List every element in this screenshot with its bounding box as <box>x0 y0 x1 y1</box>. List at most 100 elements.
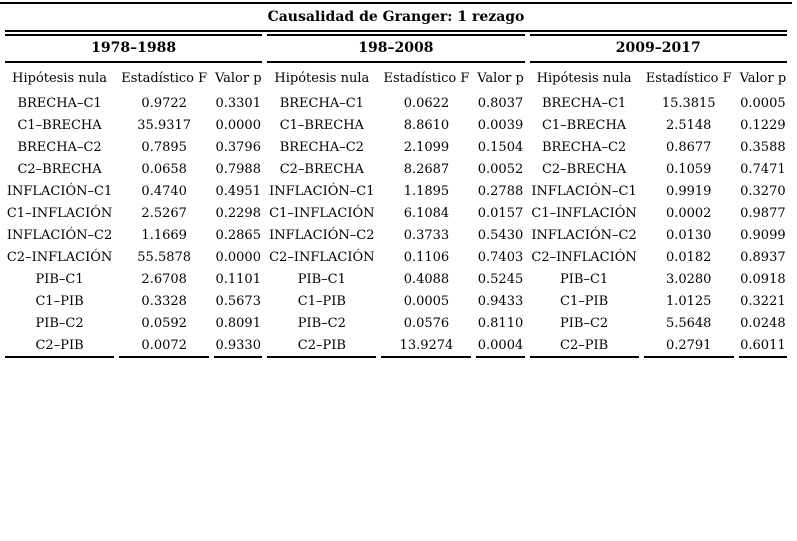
hypothesis-cell: C1–INFLACIÓN <box>531 206 637 221</box>
hypothesis-column-header: Hipótesis nula <box>12 71 107 86</box>
table-row: INFLACIÓN–C2 1.1669 0.2865 INFLACIÓN–C2 0.37… <box>5 226 787 246</box>
p-value-cell: 0.6011 <box>738 336 787 358</box>
f-statistic-cell: 13.9274 <box>381 336 472 358</box>
p-value-cell: 0.9877 <box>740 206 786 221</box>
hypothesis-cell: PIB–C2 <box>560 316 609 331</box>
p-value-cell: 0.1101 <box>215 272 261 287</box>
f-statistic-cell: 8.8610 <box>403 118 450 133</box>
table-row: C2–INFLACIÓN 55.5878 0.0000 C2–INFLACIÓN 0.1… <box>5 248 787 268</box>
column-header-row: Hipótesis nula Estadístico F Valor p Hipóte… <box>5 65 787 92</box>
hypothesis-cell: C2–INFLACIÓN <box>531 250 637 265</box>
hypothesis-column-header: Hipótesis nula <box>274 71 370 86</box>
f-statistic-cell: 0.9919 <box>665 184 712 199</box>
p-value-cell: 0.2865 <box>215 228 261 243</box>
f-statistic-cell: 0.0592 <box>141 316 187 331</box>
p-value-cell: 0.8037 <box>477 96 524 111</box>
p-value-cell: 0.5673 <box>215 294 261 309</box>
table-row: C1–PIB 0.3328 0.5673 C1–PIB 0.0005 0.9433 C1–P… <box>5 292 787 312</box>
p-value-cell: 0.3221 <box>740 294 786 309</box>
hypothesis-cell: BRECHA–C1 <box>541 96 627 111</box>
f-statistic-cell: 0.0002 <box>665 206 712 221</box>
f-statistic-cell: 55.5878 <box>137 250 192 265</box>
hypothesis-cell: INFLACIÓN–C2 <box>6 228 113 243</box>
f-statistic-cell: 0.0072 <box>119 336 210 358</box>
hypothesis-cell: PIB–C1 <box>297 272 346 287</box>
hypothesis-cell: INFLACIÓN–C1 <box>6 184 113 199</box>
hypothesis-cell: PIB–C1 <box>35 272 84 287</box>
f-statistic-cell: 2.5148 <box>665 118 712 133</box>
p-value-cell: 0.7403 <box>477 250 524 265</box>
f-statistic-cell: 1.0125 <box>665 294 712 309</box>
table-title: Causalidad de Granger: 1 rezago <box>5 6 787 32</box>
granger-causality-table: Causalidad de Granger: 1 rezago 1978–198… <box>0 2 792 360</box>
p-value-cell: 0.2298 <box>215 206 261 221</box>
p-value-cell: 0.3796 <box>215 140 261 155</box>
p-value-cell: 0.1504 <box>477 140 524 155</box>
table-row: C2–BRECHA 0.0658 0.7988 C2–BRECHA 8.2687 0.00… <box>5 160 787 180</box>
hypothesis-cell: C2–PIB <box>529 336 639 358</box>
f-statistic-cell: 0.8677 <box>665 140 712 155</box>
f-statistic-cell: 2.5267 <box>141 206 187 221</box>
f-statistic-cell: 0.3733 <box>403 228 450 243</box>
table-row: PIB–C1 2.6708 0.1101 PIB–C1 0.4088 0.5245 PIB–… <box>5 270 787 290</box>
p-value-cell: 0.0157 <box>477 206 524 221</box>
p-value-cell: 0.8110 <box>477 316 524 331</box>
p-value-cell: 0.5245 <box>477 272 524 287</box>
f-statistic-cell: 2.6708 <box>141 272 187 287</box>
table-row: C2–PIB 0.0072 0.9330 C2–PIB 13.9274 0.0004 C2–… <box>5 336 787 358</box>
table-row: PIB–C2 0.0592 0.8091 PIB–C2 0.0576 0.8110 PIB–… <box>5 314 787 334</box>
f-statistic-cell: 8.2687 <box>403 162 450 177</box>
hypothesis-cell: C1–PIB <box>297 294 346 309</box>
p-value-column-header: Valor p <box>477 71 524 86</box>
f-statistic-cell: 0.3328 <box>141 294 187 309</box>
p-value-cell: 0.2788 <box>477 184 524 199</box>
p-value-cell: 0.0248 <box>740 316 786 331</box>
p-value-cell: 0.0918 <box>740 272 786 287</box>
f-statistic-cell: 6.1084 <box>403 206 450 221</box>
hypothesis-cell: C1–INFLACIÓN <box>269 206 375 221</box>
p-value-cell: 0.3301 <box>215 96 261 111</box>
hypothesis-cell: PIB–C1 <box>560 272 609 287</box>
p-value-cell: 0.0000 <box>215 118 261 133</box>
p-value-cell: 0.8937 <box>740 250 786 265</box>
f-statistic-cell: 0.0182 <box>665 250 712 265</box>
p-value-cell: 0.0000 <box>215 250 261 265</box>
period-header-row: 1978–1988 198–2008 2009–2017 <box>5 34 787 63</box>
f-statistic-cell: 5.5648 <box>665 316 712 331</box>
p-value-cell: 0.7988 <box>215 162 261 177</box>
hypothesis-cell: INFLACIÓN–C2 <box>269 228 375 243</box>
f-statistic-cell: 2.1099 <box>403 140 450 155</box>
f-statistic-cell: 0.0005 <box>403 294 450 309</box>
p-value-cell: 0.9099 <box>740 228 786 243</box>
p-value-cell: 0.0005 <box>740 96 786 111</box>
f-statistic-cell: 15.3815 <box>661 96 716 111</box>
hypothesis-cell: C2–PIB <box>5 336 115 358</box>
hypothesis-cell: INFLACIÓN–C1 <box>531 184 637 199</box>
hypothesis-cell: PIB–C2 <box>297 316 346 331</box>
f-statistic-column-header: Estadístico F <box>645 71 732 86</box>
p-value-cell: 0.0039 <box>477 118 524 133</box>
p-value-cell: 0.4951 <box>215 184 261 199</box>
f-statistic-cell: 0.4740 <box>141 184 187 199</box>
hypothesis-cell: BRECHA–C2 <box>17 140 102 155</box>
table-row: C1–INFLACIÓN 2.5267 0.2298 C1–INFLACIÓN 6.10… <box>5 204 787 224</box>
hypothesis-cell: C2–INFLACIÓN <box>6 250 113 265</box>
period-header-2009-2017: 2009–2017 <box>529 34 787 63</box>
hypothesis-cell: BRECHA–C2 <box>541 140 627 155</box>
f-statistic-column-header: Estadístico F <box>121 71 208 86</box>
hypothesis-cell: C1–BRECHA <box>541 118 627 133</box>
f-statistic-cell: 0.9722 <box>141 96 187 111</box>
p-value-column-header: Valor p <box>214 71 262 86</box>
f-statistic-cell: 0.0622 <box>403 96 450 111</box>
hypothesis-cell: C1–BRECHA <box>279 118 364 133</box>
p-value-cell: 0.3588 <box>740 140 786 155</box>
f-statistic-cell: 0.0130 <box>665 228 712 243</box>
hypothesis-cell: C2–BRECHA <box>17 162 102 177</box>
p-value-cell: 0.1229 <box>740 118 786 133</box>
p-value-cell: 0.9330 <box>214 336 263 358</box>
p-value-column-header: Valor p <box>739 71 787 86</box>
hypothesis-cell: BRECHA–C2 <box>279 140 364 155</box>
hypothesis-cell: INFLACIÓN–C2 <box>531 228 637 243</box>
f-statistic-column-header: Estadístico F <box>383 71 470 86</box>
p-value-cell: 0.5430 <box>477 228 524 243</box>
